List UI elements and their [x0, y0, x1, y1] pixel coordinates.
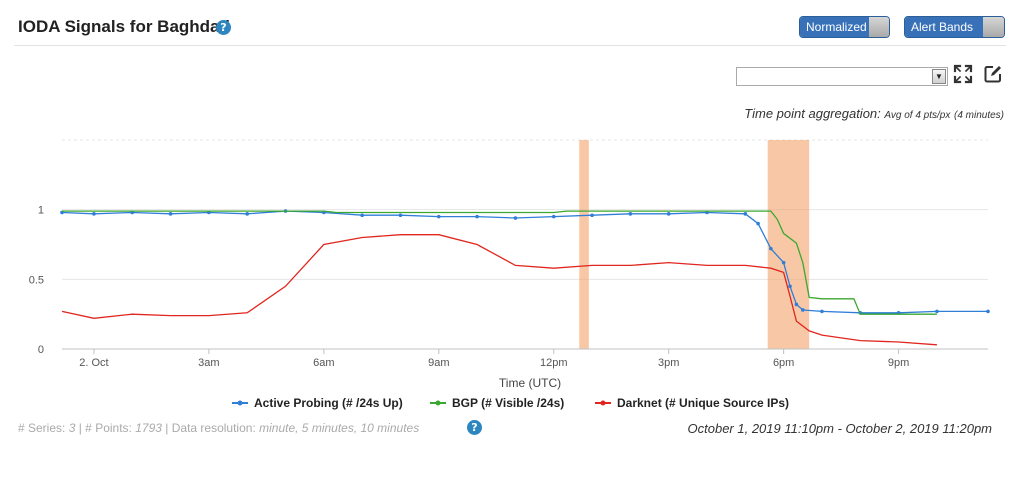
- date-range: October 1, 2019 11:10pm - October 2, 201…: [687, 421, 992, 436]
- series-line: [62, 210, 937, 315]
- data-point: [513, 216, 518, 220]
- alert-band: [579, 140, 589, 349]
- aggregation-info: Time point aggregation: Avg of 4 pts/px …: [744, 106, 1004, 121]
- data-point: [436, 214, 441, 219]
- chevron-down-icon: ▼: [932, 69, 946, 84]
- data-point: [92, 212, 96, 216]
- normalized-toggle-knob: [869, 17, 889, 37]
- alert-bands-toggle-knob: [982, 17, 1004, 37]
- data-point: [245, 212, 249, 216]
- x-tick-label: 3am: [198, 357, 219, 369]
- data-point: [986, 309, 990, 314]
- data-point: [628, 212, 633, 216]
- alert-band: [767, 140, 810, 349]
- series-count-label: # Series:: [18, 421, 66, 435]
- alert-bands-toggle[interactable]: Alert Bands: [904, 16, 1005, 38]
- x-tick-label: 3pm: [658, 357, 679, 369]
- help-icon[interactable]: ?: [216, 20, 231, 35]
- normalized-toggle-label: Normalized: [800, 17, 869, 37]
- resolution-label: | Data resolution:: [165, 421, 256, 435]
- signals-chart[interactable]: 0 0.5 1 2. Oct 3am 6am 9am 12pm 3pm 6pm 9pm Time (…: [0, 120, 1024, 420]
- series-line: [61, 210, 988, 314]
- legend-item: Darknet (# Unique Source IPs): [617, 396, 789, 410]
- x-tick-label: 9pm: [888, 357, 909, 369]
- edit-icon[interactable]: [983, 64, 1003, 84]
- series-line: [61, 234, 937, 346]
- data-point: [794, 302, 799, 307]
- alert-bands: [579, 140, 810, 349]
- info-icon[interactable]: ?: [467, 420, 482, 435]
- legend-marker: [237, 400, 243, 406]
- x-tick-label: 2. Oct: [79, 357, 108, 369]
- data-point: [781, 260, 786, 265]
- series-lines: [60, 209, 990, 346]
- data-point: [168, 212, 173, 216]
- x-axis-title: Time (UTC): [499, 376, 561, 390]
- resolution-value: minute, 5 minutes, 10 minutes: [259, 421, 420, 435]
- page-title: IODA Signals for Baghdad: [18, 17, 230, 36]
- panel-header: IODA Signals for Baghdad ? Normalized Al…: [0, 0, 1024, 46]
- points-count-label: | # Points:: [78, 421, 132, 435]
- axes: 0 0.5 1 2. Oct 3am 6am 9am 12pm 3pm 6pm 9pm: [29, 205, 988, 369]
- x-tick-label: 9am: [428, 357, 449, 369]
- data-point: [935, 309, 939, 314]
- data-point: [788, 284, 792, 289]
- y-tick-label: 0: [38, 344, 44, 356]
- data-point: [360, 213, 364, 218]
- data-point: [398, 213, 403, 218]
- chart-stats: # Series: 3 | # Points: 1793 | Data reso…: [18, 421, 419, 435]
- data-point: [769, 246, 773, 251]
- data-point: [801, 308, 805, 312]
- fullscreen-icon[interactable]: [953, 64, 973, 84]
- y-tick-label: 0.5: [29, 274, 44, 286]
- aggregation-value: Avg of 4 pts/px: [884, 110, 951, 121]
- legend-item: BGP (# Visible /24s): [452, 396, 564, 410]
- legend-marker: [600, 400, 606, 406]
- y-tick-label: 1: [38, 205, 44, 217]
- legend-item: Active Probing (# /24s Up): [254, 396, 403, 410]
- series-select[interactable]: ▼: [736, 67, 948, 86]
- data-point: [666, 212, 671, 216]
- x-tick-label: 6am: [313, 357, 334, 369]
- alert-bands-toggle-label: Alert Bands: [905, 17, 983, 37]
- legend-marker: [435, 400, 441, 406]
- chart-legend[interactable]: Active Probing (# /24s Up) BGP (# Visible…: [232, 396, 789, 410]
- grid-lines: [62, 139, 988, 280]
- data-point: [475, 214, 479, 219]
- data-point: [743, 212, 748, 216]
- data-point: [551, 214, 556, 219]
- aggregation-label: Time point aggregation:: [744, 106, 881, 121]
- data-point: [820, 309, 824, 314]
- series-count-value: 3: [68, 421, 76, 435]
- x-tick-label: 6pm: [773, 357, 794, 369]
- data-point: [756, 221, 760, 226]
- header-divider: [14, 45, 1006, 46]
- aggregation-detail: (4 minutes): [953, 110, 1004, 121]
- points-count-value: 1793: [135, 421, 162, 435]
- x-tick-label: 12pm: [540, 357, 568, 369]
- normalized-toggle[interactable]: Normalized: [799, 16, 890, 38]
- data-point: [590, 213, 594, 218]
